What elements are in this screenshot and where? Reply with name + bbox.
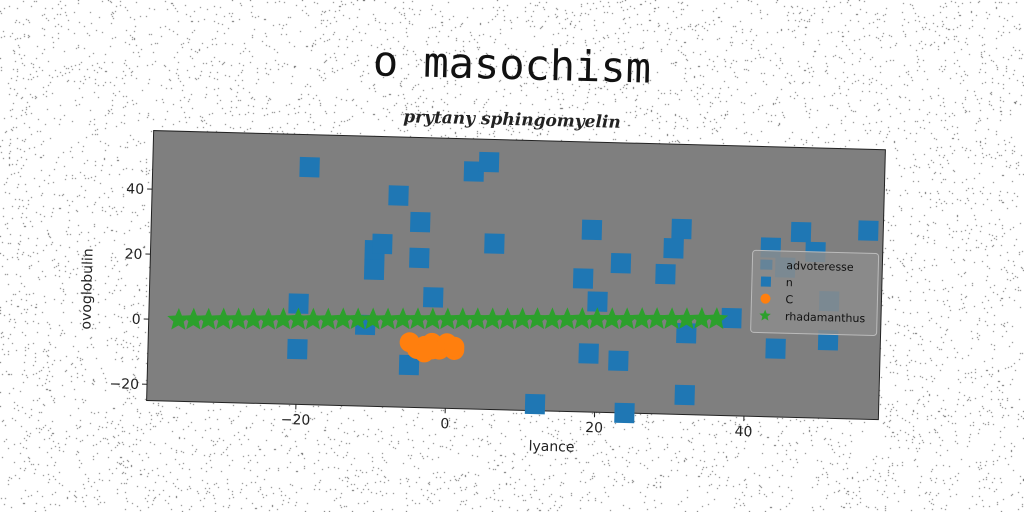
rhadamanthus-point	[256, 307, 280, 330]
legend-box	[750, 249, 880, 336]
plot-area	[146, 130, 886, 421]
plot-group: −20 0 20 40 −20 0 20 40 lyance ovoglobulin advote…	[78, 130, 886, 456]
rhadamanthus-point	[570, 307, 594, 330]
rhadamanthus-point	[406, 307, 430, 330]
rhadamanthus-point	[197, 307, 221, 330]
rhadamanthus-point	[466, 307, 490, 330]
rhadamanthus-point	[346, 307, 370, 330]
rhadamanthus-point	[391, 307, 415, 330]
y-tick-label: 40	[126, 181, 144, 197]
y-tick-label: 20	[124, 246, 142, 262]
n-point	[422, 287, 444, 308]
n-point	[671, 218, 692, 240]
legend-label: advoteresse	[786, 259, 854, 274]
rhadamanthus-point	[660, 307, 684, 330]
rhadamanthus-point	[242, 307, 265, 330]
rhadamanthus-point	[675, 307, 699, 330]
rhadamanthus-point	[496, 307, 519, 330]
axes: −20 0 20 40 −20 0 20 40 lyance ovoglobulin	[78, 181, 752, 455]
legend-label: rhadamanthus	[785, 310, 866, 325]
n-point	[610, 252, 632, 274]
rhadamanthus-point	[212, 307, 235, 330]
rhadamanthus-point	[525, 307, 549, 330]
rhadamanthus-point	[690, 306, 714, 329]
legend-label: n	[786, 276, 793, 289]
rhadamanthus-point	[331, 307, 355, 330]
n-point	[484, 233, 505, 254]
rhadamanthus-point	[421, 307, 445, 330]
rhadamanthus-point	[301, 307, 325, 330]
n-point	[524, 393, 546, 415]
C-point	[444, 336, 465, 357]
rhadamanthus-point	[451, 307, 475, 330]
legend-marker	[760, 293, 771, 304]
rhadamanthus-point	[585, 307, 609, 330]
x-tick-label: −20	[281, 412, 311, 429]
rhadamanthus-point	[540, 307, 564, 330]
x-tick-label: 40	[734, 424, 752, 440]
n-point	[288, 293, 309, 314]
rhadamanthus-point	[286, 307, 310, 330]
legend-marker	[760, 259, 773, 270]
n-point	[655, 263, 676, 285]
x-tick-label: 20	[585, 420, 603, 436]
n-point	[790, 221, 812, 243]
y-tick-label: −20	[109, 376, 139, 393]
rhadamanthus-point	[361, 307, 385, 330]
rhadamanthus-point	[376, 307, 400, 330]
n-point	[587, 291, 608, 312]
n-point	[674, 384, 695, 406]
rhadamanthus-point	[555, 307, 579, 330]
rhadamanthus-point	[436, 307, 460, 330]
rhadamanthus-point	[705, 307, 729, 329]
n-point	[409, 211, 431, 233]
rhadamanthus-point	[615, 307, 639, 330]
n-point	[363, 259, 385, 281]
y-tick-label: 0	[132, 312, 141, 328]
rhadamanthus-point	[316, 307, 340, 330]
x-tick-label: 0	[440, 416, 449, 432]
rhadamanthus-point	[227, 307, 250, 330]
n-point	[676, 322, 697, 344]
n-point	[663, 238, 684, 259]
n-point	[388, 185, 409, 206]
n-point	[478, 151, 500, 173]
rhadamanthus-point	[645, 307, 669, 329]
n-point	[572, 268, 594, 289]
n-point	[287, 338, 308, 360]
n-point	[614, 402, 635, 424]
n-point	[817, 329, 839, 351]
rhadamanthus-point	[481, 307, 504, 330]
n-point	[721, 307, 742, 329]
rhadamanthus-point	[600, 307, 624, 330]
y-axis-label: ovoglobulin	[78, 248, 96, 330]
data-marks	[167, 151, 879, 424]
n-point	[858, 220, 879, 241]
rhadamanthus-point	[167, 307, 191, 330]
n-point	[409, 247, 430, 269]
rhadamanthus-point	[182, 307, 206, 330]
n-point	[299, 156, 320, 178]
n-point	[581, 219, 603, 241]
n-point	[578, 343, 599, 364]
C-point	[421, 339, 442, 360]
legend-label: C	[785, 293, 793, 306]
n-point	[372, 233, 393, 255]
rhadamanthus-point	[511, 307, 534, 330]
n-point	[765, 338, 786, 359]
x-axis-label: lyance	[528, 438, 574, 455]
legend-marker	[759, 309, 771, 321]
legend-marker	[760, 276, 772, 287]
rhadamanthus-point	[630, 307, 654, 329]
rhadamanthus-point	[271, 307, 295, 330]
n-point	[398, 354, 420, 376]
n-point	[608, 350, 629, 372]
